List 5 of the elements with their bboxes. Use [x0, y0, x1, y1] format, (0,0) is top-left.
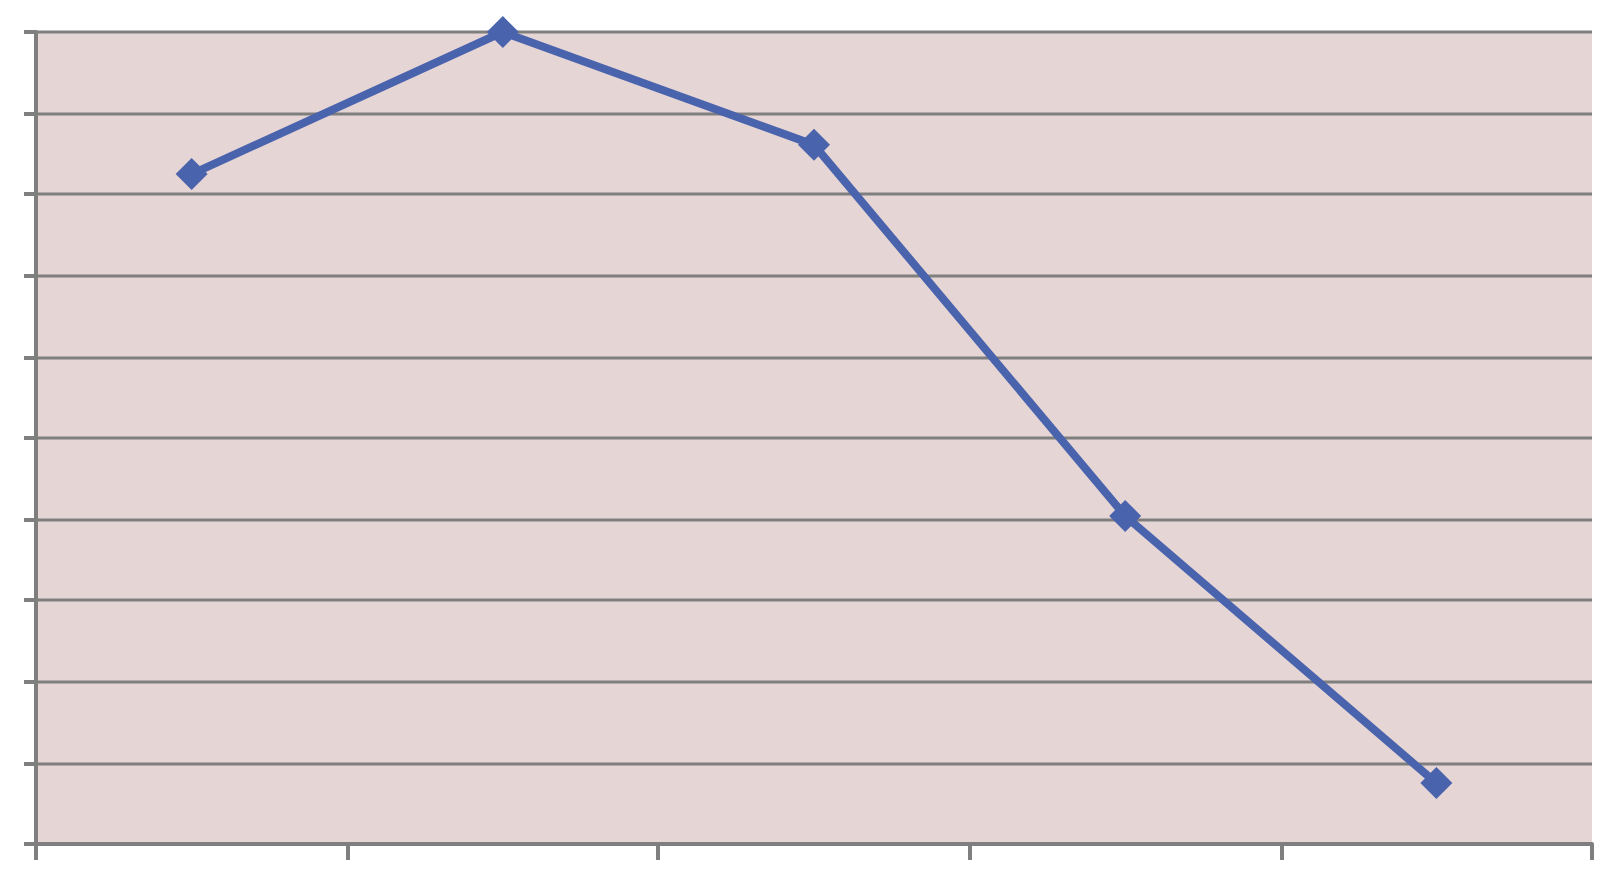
point — [486, 16, 519, 48]
point — [1109, 499, 1142, 532]
point — [175, 158, 208, 191]
point — [798, 128, 830, 161]
point — [1420, 767, 1453, 800]
